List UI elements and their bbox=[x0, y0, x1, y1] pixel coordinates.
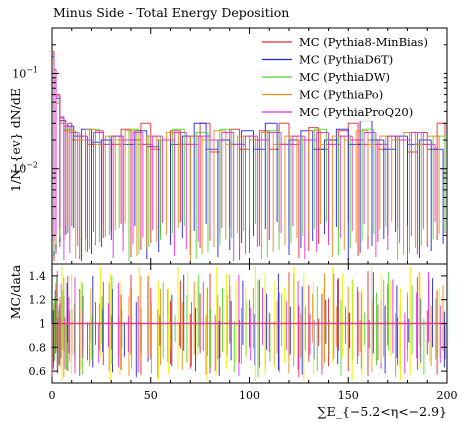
ratio-series-line-5 bbox=[56, 271, 441, 378]
legend-background bbox=[255, 31, 444, 121]
legend-entry-label: MC (PythiaDW) bbox=[299, 70, 390, 84]
x-tick-label: 100 bbox=[239, 389, 260, 402]
x-tick-label: 200 bbox=[437, 389, 458, 402]
main-series-group bbox=[52, 51, 446, 261]
ratio-y-tick-label: 1.2 bbox=[29, 294, 47, 307]
ratio-y-axis-label: MC/data bbox=[8, 264, 23, 319]
y-tick-label: 10−1 bbox=[12, 65, 38, 80]
ratio-y-tick-label: 0.6 bbox=[29, 365, 47, 378]
ratio-series-line-4 bbox=[55, 272, 444, 378]
main-y-axis-label: 1/N_{ev} dN/dE bbox=[8, 88, 23, 192]
ratio-series-group bbox=[51, 266, 449, 381]
x-tick-label: 50 bbox=[144, 389, 158, 402]
x-tick-label: 0 bbox=[49, 389, 56, 402]
x-axis-label: ∑E_{−5.2<η<−2.9} bbox=[318, 404, 447, 419]
legend-entry-label: MC (PythiaProQ20) bbox=[299, 105, 413, 119]
ratio-y-tick-label: 1 bbox=[39, 318, 46, 331]
series-line-5 bbox=[52, 53, 436, 261]
chart-title: Minus Side - Total Energy Deposition bbox=[53, 5, 289, 20]
legend-entry-label: MC (PythiaD6T) bbox=[299, 53, 393, 67]
legend: MC (Pythia8-MinBias) MC (PythiaD6T) MC (Py… bbox=[255, 31, 444, 121]
series-line-4 bbox=[52, 62, 440, 261]
ratio-y-tick-label: 0.8 bbox=[29, 341, 47, 354]
x-tick-label: 150 bbox=[338, 389, 359, 402]
legend-entry-label: MC (Pythia8-MinBias) bbox=[299, 35, 428, 49]
ratio-y-tick-label: 1.4 bbox=[29, 270, 47, 283]
legend-entry-label: MC (PythiaPo) bbox=[299, 88, 383, 102]
